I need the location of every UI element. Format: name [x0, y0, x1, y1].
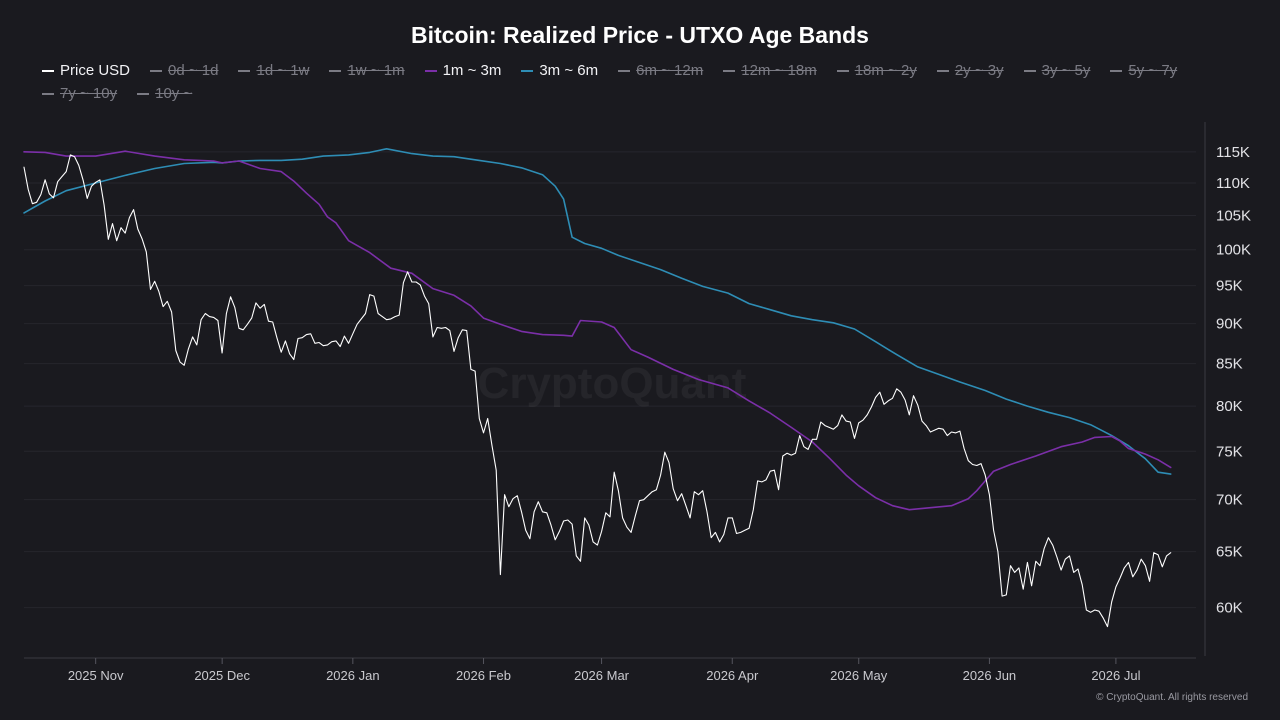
legend-item-1m-3m[interactable]: 1m ~ 3m	[424, 62, 502, 79]
copyright-notice: © CryptoQuant. All rights reserved	[1096, 692, 1248, 703]
legend-label: 0d ~ 1d	[168, 62, 219, 79]
x-tick-label: 2026 May	[830, 668, 888, 683]
legend-swatch	[1110, 69, 1123, 72]
x-tick-label: 2026 Jun	[963, 668, 1017, 683]
legend-item-0d-1d[interactable]: 0d ~ 1d	[150, 62, 218, 79]
y-tick-label: 85K	[1216, 356, 1243, 373]
y-tick-label: 110K	[1216, 175, 1250, 192]
legend-label: 1d ~ 1w	[256, 62, 310, 79]
legend-label: 3m ~ 6m	[539, 62, 599, 79]
legend-item-5y-7y[interactable]: 5y ~ 7y	[1110, 62, 1177, 79]
legend-label: 5y ~ 7y	[1128, 62, 1178, 79]
legend-swatch	[42, 92, 54, 95]
legend-item-1d-1w[interactable]: 1d ~ 1w	[238, 62, 309, 79]
x-tick-label: 2025 Nov	[68, 668, 124, 683]
legend-swatch	[723, 69, 736, 72]
x-tick-label: 2026 Jul	[1091, 668, 1140, 683]
y-tick-label: 95K	[1216, 278, 1243, 295]
legend-item-price-usd[interactable]: Price USD	[42, 62, 130, 79]
legend-swatch	[521, 69, 534, 72]
legend-item-7y-10y[interactable]: 7y ~ 10y	[42, 85, 117, 102]
legend-label: 10y ~	[155, 85, 193, 102]
legend-item-12m-18m[interactable]: 12m ~ 18m	[723, 62, 817, 79]
y-tick-label: 75K	[1216, 443, 1243, 460]
legend-swatch	[150, 69, 163, 72]
y-tick-label: 115K	[1216, 144, 1250, 161]
series-line-3m-6m	[23, 148, 1172, 475]
y-tick-label: 65K	[1216, 544, 1243, 561]
legend-swatch	[424, 69, 437, 72]
x-tick-label: 2026 Mar	[574, 668, 630, 683]
legend-swatch	[1023, 69, 1036, 72]
legend-item-3y-5y[interactable]: 3y ~ 5y	[1023, 62, 1091, 79]
legend-label: 12m ~ 18m	[741, 62, 817, 79]
x-tick-label: 2026 Feb	[456, 668, 511, 683]
legend-item-3m-6m[interactable]: 3m ~ 6m	[521, 62, 598, 79]
chart-title: Bitcoin: Realized Price - UTXO Age Bands	[411, 22, 869, 48]
y-tick-label: 80K	[1216, 398, 1243, 415]
y-tick-label: 90K	[1216, 316, 1243, 333]
legend-item-18m-2y[interactable]: 18m ~ 2y	[836, 62, 917, 79]
legend-item-2y-3y[interactable]: 2y ~ 3y	[936, 62, 1004, 79]
y-tick-label: 105K	[1216, 208, 1251, 225]
legend-label: Price USD	[60, 62, 131, 79]
axes-layer: 60K 65K 70K 75K 80K 85K 90K 95K 100K 105K 110K 115K…	[24, 122, 1251, 683]
legend-item-1w-1m[interactable]: 1w ~ 1m	[329, 62, 405, 79]
legend-label: 1w ~ 1m	[347, 62, 405, 79]
legend-label: 6m ~ 12m	[636, 62, 704, 79]
legend-label: 7y ~ 10y	[60, 85, 118, 102]
legend-item-6m-12m[interactable]: 6m ~ 12m	[618, 62, 703, 79]
y-tick-label: 100K	[1216, 242, 1251, 259]
x-tick-label: 2026 Apr	[706, 668, 759, 683]
legend-item-10y[interactable]: 10y ~	[137, 85, 192, 102]
legend-swatch	[42, 69, 54, 72]
legend-swatch	[238, 69, 251, 72]
legend-label: 18m ~ 2y	[854, 62, 917, 79]
y-tick-label: 60K	[1216, 600, 1243, 617]
legend-swatch	[836, 69, 849, 72]
series-line-price-usd	[23, 154, 1172, 628]
x-tick-label: 2026 Jan	[326, 668, 380, 683]
legend-label: 2y ~ 3y	[954, 62, 1004, 79]
legend-label: 3y ~ 5y	[1041, 62, 1091, 79]
x-tick-label: 2025 Dec	[194, 668, 250, 683]
legend-swatch	[618, 69, 631, 72]
legend-swatch	[137, 92, 150, 95]
legend-swatch	[936, 69, 949, 72]
series-layer	[23, 148, 1172, 628]
y-tick-label: 70K	[1216, 492, 1243, 509]
series-line-1m-3m	[23, 150, 1172, 511]
legend-swatch	[329, 69, 342, 72]
watermark-logo: CryptoQuant	[478, 359, 747, 408]
chart-grid	[24, 151, 1196, 609]
legend-label: 1m ~ 3m	[442, 62, 502, 79]
chart-legend: Price USD 0d ~ 1d 1d ~ 1w 1w ~ 1m 1m ~ 3m 3m …	[42, 62, 1262, 102]
